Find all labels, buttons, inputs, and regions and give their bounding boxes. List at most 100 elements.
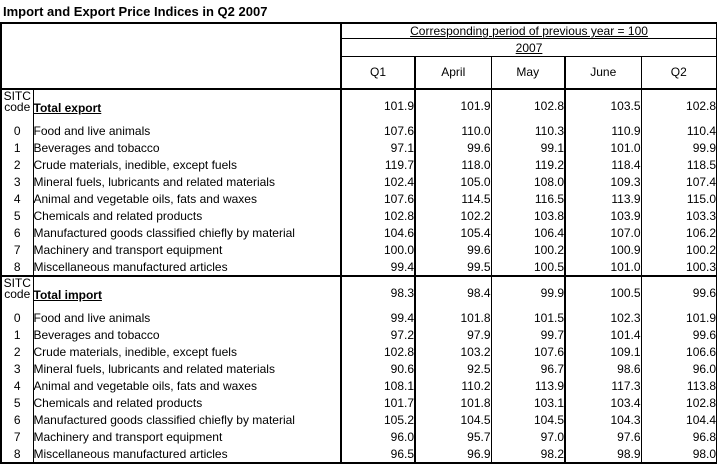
value-cell: 98.9 <box>565 445 642 463</box>
value-cell: 104.5 <box>491 411 566 429</box>
value-cell: 103.9 <box>565 207 642 225</box>
category-cell: Mineral fuels, lubricants and related ma… <box>33 360 342 378</box>
sitc-code-cell: 3 <box>1 173 34 191</box>
table-row: 2 Crude materials, inedible, except fuels… <box>1 156 717 174</box>
sitc-code-cell: 5 <box>1 394 34 412</box>
category-cell: Machinery and transport equipment <box>33 241 342 259</box>
value-cell: 101.8 <box>415 309 492 327</box>
sitc-code-cell: 2 <box>1 156 34 174</box>
value-cell: 110.3 <box>491 122 566 140</box>
value-cell: 119.7 <box>341 156 416 174</box>
value-cell: 113.9 <box>565 190 642 208</box>
table-row: 0 Food and live animals 99.4 101.8 101.5 102.… <box>1 309 717 327</box>
value-cell: 105.0 <box>415 173 492 191</box>
table-row: 6 Manufactured goods classified chiefly b… <box>1 224 717 242</box>
category-cell: Chemicals and related products <box>33 394 342 412</box>
value-cell: 103.4 <box>565 394 642 412</box>
table-row: 3 Mineral fuels, lubricants and related m… <box>1 360 717 378</box>
value-cell: 97.9 <box>415 326 492 344</box>
sitc-code-cell: 3 <box>1 360 34 378</box>
value-cell: 117.3 <box>565 377 642 395</box>
value-cell: 101.5 <box>491 309 566 327</box>
value-cell: 109.1 <box>565 343 642 361</box>
value-cell: 110.0 <box>415 122 492 140</box>
sitc-code-header: SITC code <box>1 87 34 115</box>
sitc-code-cell: 4 <box>1 190 34 208</box>
column-header-june: June <box>565 56 642 90</box>
value-cell: 98.2 <box>491 445 566 463</box>
section-total-label: Total import <box>33 274 342 302</box>
value-cell: 96.7 <box>491 360 566 378</box>
value-cell: 99.4 <box>341 309 416 327</box>
category-cell: Food and live animals <box>33 309 342 327</box>
value-cell: 99.6 <box>415 241 492 259</box>
table-row: 8 Miscellaneous manufactured articles 99.4… <box>1 258 717 276</box>
value-cell: 103.8 <box>491 207 566 225</box>
value-cell: 106.6 <box>686 345 717 359</box>
value-cell: 100.0 <box>341 241 416 259</box>
value-cell: 110.9 <box>565 122 642 140</box>
value-cell: 107.0 <box>565 224 642 242</box>
sitc-code-cell: 0 <box>1 309 34 327</box>
sitc-code-cell: 1 <box>1 139 34 157</box>
value-cell: 96.0 <box>341 428 416 446</box>
value-cell: 102.8 <box>341 207 416 225</box>
header-note-row: Corresponding period of previous year = … <box>1 23 717 90</box>
total-value-cell: 101.9 <box>415 87 492 115</box>
value-cell: 104.6 <box>341 224 416 242</box>
value-cell: 96.9 <box>415 445 492 463</box>
header-year-row: 2007 <box>1 38 717 57</box>
value-cell: 100.3 <box>686 259 717 274</box>
value-cell: 90.6 <box>341 360 416 378</box>
value-cell: 100.2 <box>686 243 717 257</box>
value-cell: 118.4 <box>565 156 642 174</box>
table-row: 8 Miscellaneous manufactured articles 96.5… <box>1 445 717 463</box>
value-cell: 98.6 <box>565 360 642 378</box>
value-cell: 104.3 <box>565 411 642 429</box>
value-cell: 114.5 <box>415 190 492 208</box>
value-cell: 100.5 <box>491 258 566 276</box>
value-cell: 102.3 <box>565 309 642 327</box>
table-row: 4 Animal and vegetable oils, fats and wax… <box>1 190 717 208</box>
total-value-cell: 101.9 <box>341 87 416 115</box>
value-cell: 100.2 <box>491 241 566 259</box>
table-row: 2 Crude materials, inedible, except fuels… <box>1 343 717 361</box>
category-cell: Animal and vegetable oils, fats and waxe… <box>33 190 342 208</box>
category-cell: Beverages and tobacco <box>33 139 342 157</box>
table-row: 6 Manufactured goods classified chiefly b… <box>1 411 717 429</box>
category-cell: Miscellaneous manufactured articles <box>33 258 342 276</box>
category-cell: Mineral fuels, lubricants and related ma… <box>33 173 342 191</box>
value-cell: 99.6 <box>692 328 717 342</box>
total-value-cell: 98.4 <box>415 274 492 302</box>
value-cell: 95.7 <box>415 428 492 446</box>
value-cell: 109.3 <box>565 173 642 191</box>
value-cell: 96.5 <box>341 445 416 463</box>
header-columns-row: Q1 April May June Q2 <box>1 56 717 90</box>
table-row: 3 Mineral fuels, lubricants and related m… <box>1 173 717 191</box>
value-cell: 102.2 <box>415 207 492 225</box>
value-cell: 101.4 <box>565 326 642 344</box>
price-indices-table: Corresponding period of previous year = … <box>0 22 717 464</box>
value-cell: 107.4 <box>686 175 717 189</box>
value-cell: 105.2 <box>341 411 416 429</box>
category-cell: Manufactured goods classified chiefly by… <box>33 224 342 242</box>
value-cell: 100.9 <box>565 241 642 259</box>
page-title: Import and Export Price Indices in Q2 20… <box>3 4 268 19</box>
value-cell: 97.1 <box>341 139 416 157</box>
total-value-cell: 103.5 <box>565 87 642 115</box>
year-text: 2007 <box>515 40 543 55</box>
value-cell: 104.5 <box>415 411 492 429</box>
sitc-code-cell: 7 <box>1 428 34 446</box>
header-corner-cell <box>1 23 342 90</box>
category-cell: Chemicals and related products <box>33 207 342 225</box>
sitc-code-header: SITC code <box>1 274 34 302</box>
sitc-code-cell: 8 <box>1 258 34 276</box>
table-row: 7 Machinery and transport equipment 96.0 95… <box>1 428 717 446</box>
value-cell: 99.9 <box>692 141 717 155</box>
value-cell: 102.8 <box>686 396 717 410</box>
category-cell: Machinery and transport equipment <box>33 428 342 446</box>
value-cell: 99.6 <box>415 139 492 157</box>
year-cell: 2007 <box>341 38 717 57</box>
value-cell: 113.9 <box>491 377 566 395</box>
